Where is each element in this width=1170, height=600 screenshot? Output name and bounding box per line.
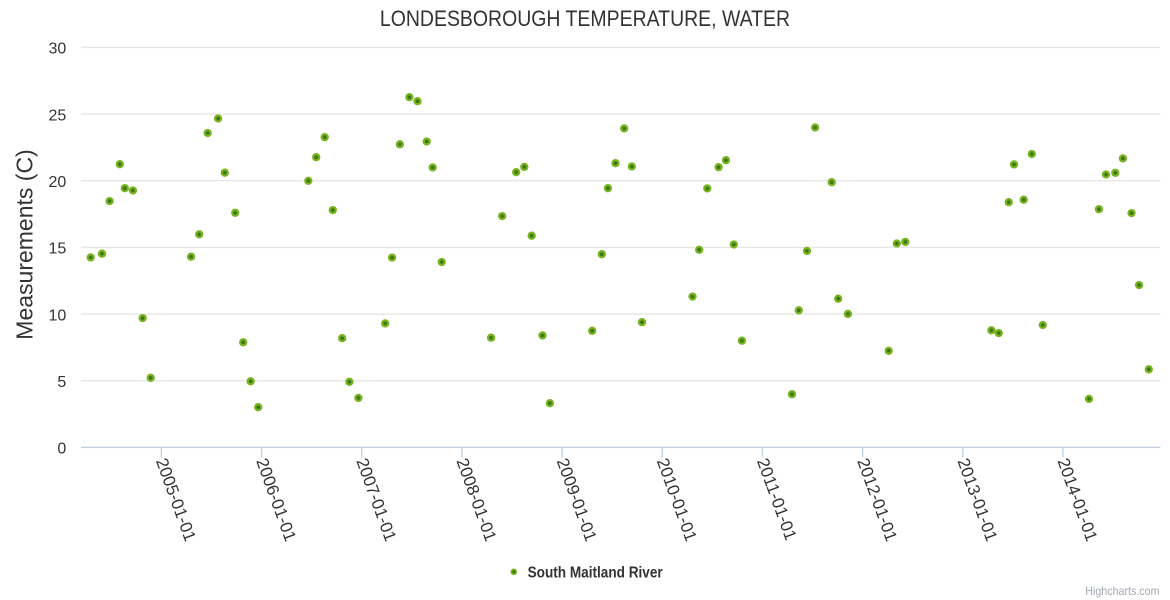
svg-text:15: 15 <box>49 241 67 258</box>
svg-text:10: 10 <box>49 307 67 324</box>
svg-text:Highcharts.com: Highcharts.com <box>1085 586 1159 598</box>
svg-text:20: 20 <box>49 174 67 191</box>
svg-text:LONDESBOROUGH TEMPERATURE, WAT: LONDESBOROUGH TEMPERATURE, WATER <box>380 7 790 31</box>
svg-text:25: 25 <box>49 107 67 124</box>
svg-text:0: 0 <box>57 441 66 458</box>
svg-text:30: 30 <box>49 41 67 58</box>
svg-text:5: 5 <box>57 374 66 391</box>
svg-text:South Maitland River: South Maitland River <box>528 565 663 582</box>
svg-text:Measurements (C): Measurements (C) <box>12 149 38 339</box>
